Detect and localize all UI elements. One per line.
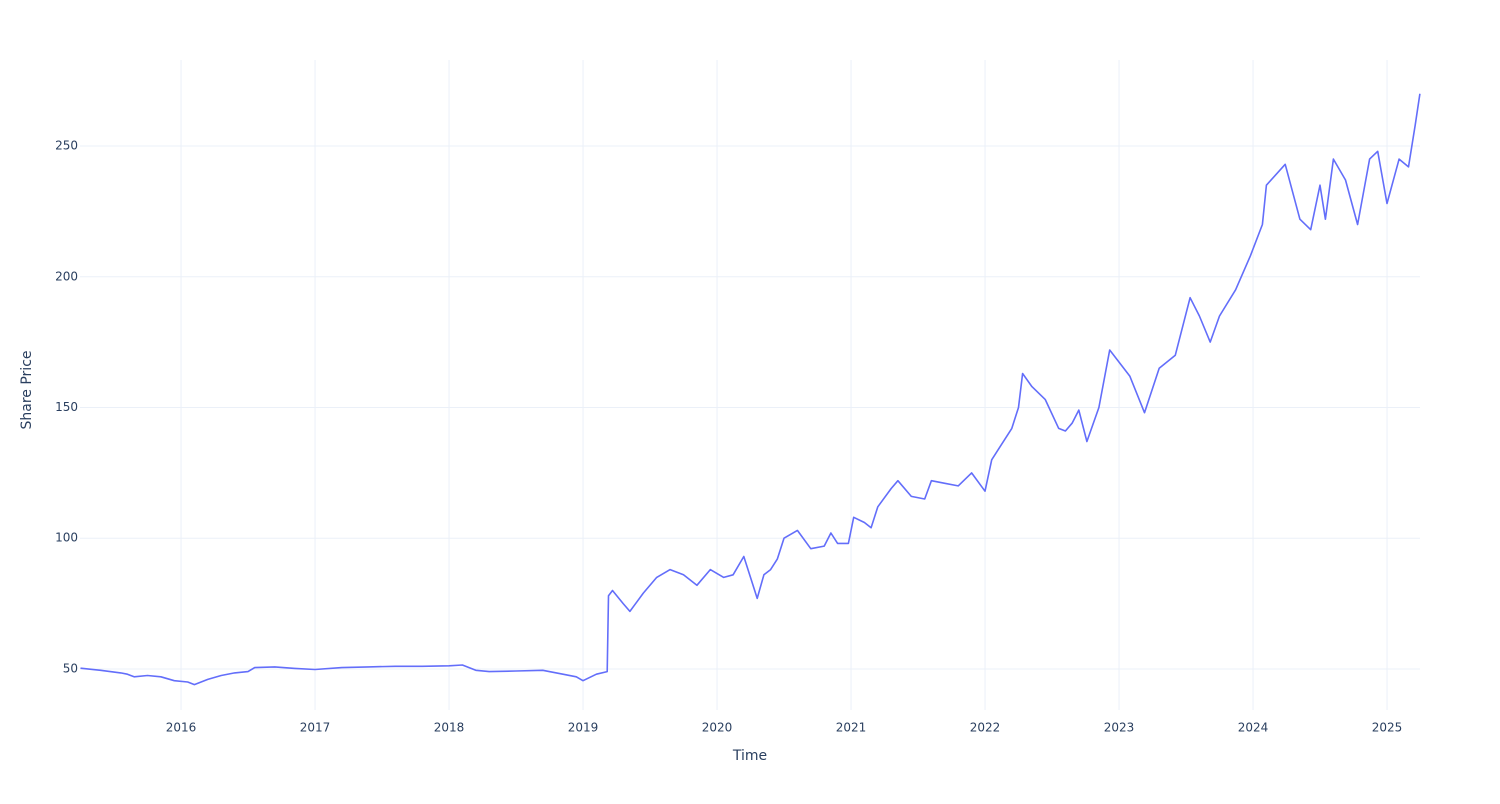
y-tick-label: 200 [55,269,78,283]
x-tick-label: 2020 [702,721,733,735]
price-line [80,93,1421,686]
x-tick-label: 2021 [836,721,867,735]
y-tick-label: 250 [55,139,78,153]
x-tick-label: 2023 [1104,721,1135,735]
x-tick-label: 2019 [568,721,599,735]
y-tick-label: 150 [55,400,78,414]
x-tick-label: 2024 [1238,721,1269,735]
x-tick-label: 2025 [1372,721,1403,735]
x-tick-label: 2018 [434,721,465,735]
y-axis-title: Share Price [19,350,35,429]
y-tick-label: 100 [55,531,78,545]
y-tick-label: 50 [63,661,78,675]
x-tick-label: 2016 [166,721,197,735]
x-axis-title: Time [732,748,767,764]
x-tick-label: 2017 [300,721,331,735]
x-tick-label: 2022 [970,721,1001,735]
